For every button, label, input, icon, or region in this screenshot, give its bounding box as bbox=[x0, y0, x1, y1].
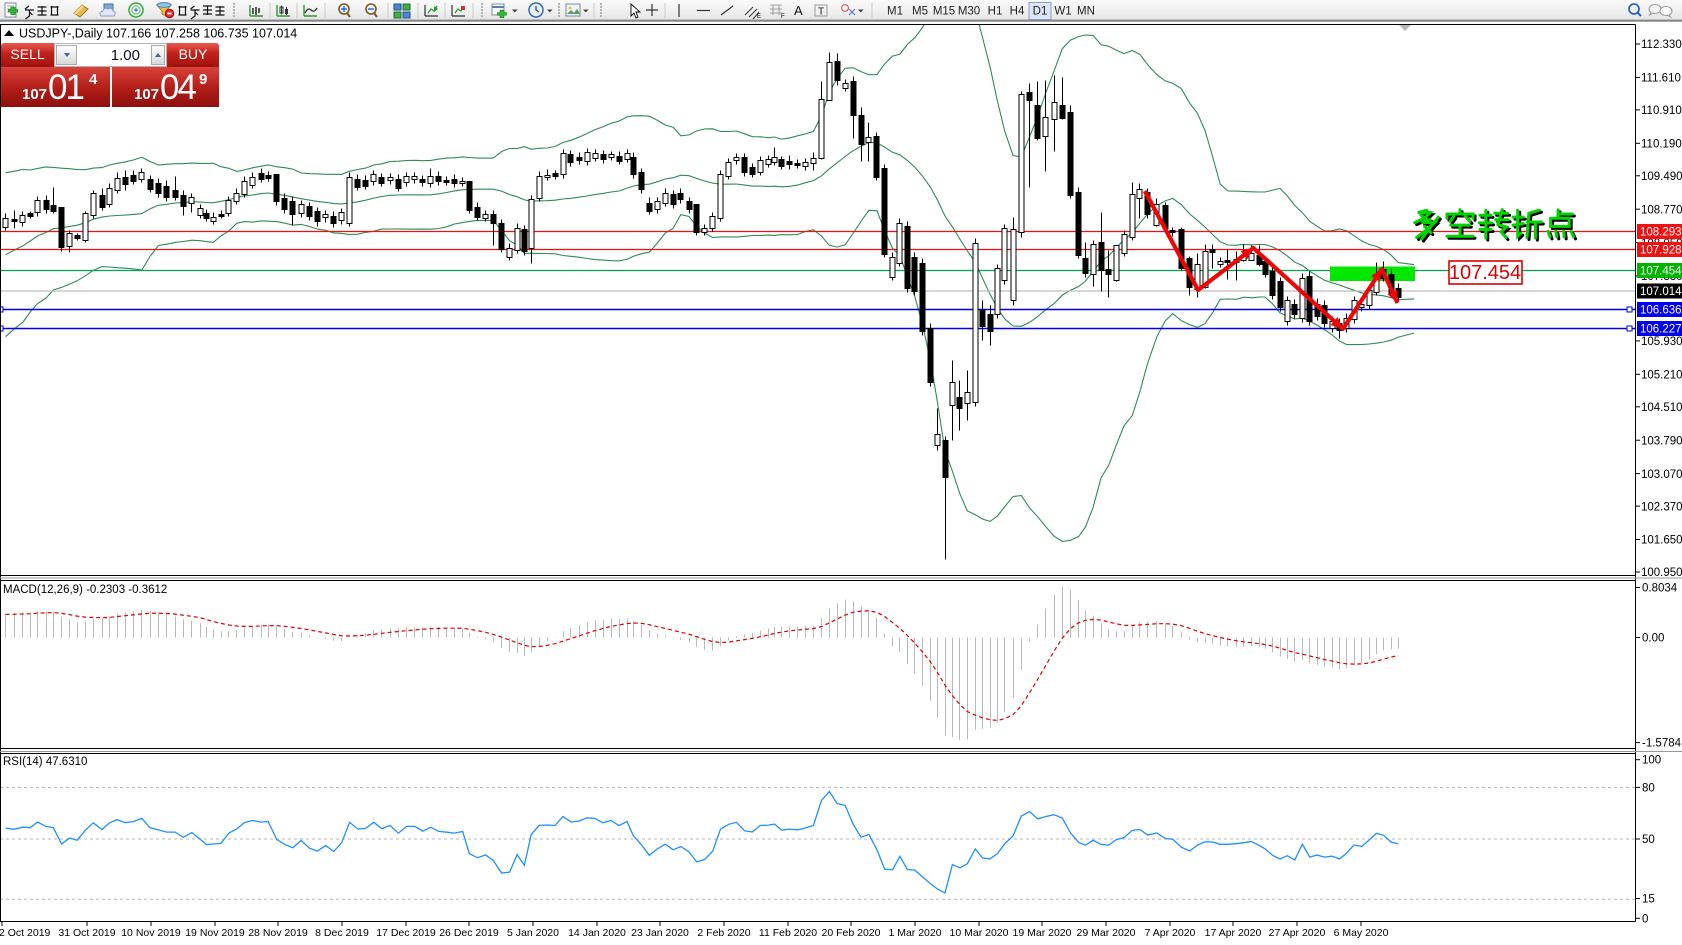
svg-text:6 May 2020: 6 May 2020 bbox=[1334, 927, 1389, 939]
svg-text:80: 80 bbox=[1642, 782, 1655, 794]
svg-text:27 Apr 2020: 27 Apr 2020 bbox=[1269, 927, 1326, 939]
svg-text:107.454: 107.454 bbox=[1640, 266, 1682, 278]
svg-text:A: A bbox=[794, 3, 803, 18]
svg-text:2 Oct 2019: 2 Oct 2019 bbox=[0, 927, 51, 939]
svg-text:103.790: 103.790 bbox=[1641, 435, 1682, 447]
svg-text:109.490: 109.490 bbox=[1641, 171, 1682, 183]
svg-text:RSI(14) 47.6310: RSI(14) 47.6310 bbox=[3, 756, 87, 768]
svg-text:0.8034: 0.8034 bbox=[1642, 583, 1678, 595]
svg-text:0: 0 bbox=[1642, 913, 1648, 925]
svg-text:7 Apr 2020: 7 Apr 2020 bbox=[1145, 927, 1196, 939]
svg-text:108.770: 108.770 bbox=[1641, 204, 1682, 216]
svg-text:USDJPY-,Daily 107.166 107.258: USDJPY-,Daily 107.166 107.258 106.735 10… bbox=[19, 27, 297, 41]
svg-text:23 Jan 2020: 23 Jan 2020 bbox=[631, 927, 689, 939]
svg-text:106.227: 106.227 bbox=[1640, 324, 1682, 336]
svg-text:H4: H4 bbox=[1010, 6, 1025, 18]
svg-text:111.610: 111.610 bbox=[1641, 73, 1681, 85]
svg-text:107.928: 107.928 bbox=[1640, 245, 1682, 257]
svg-text:T: T bbox=[818, 7, 824, 18]
svg-text:MN: MN bbox=[1077, 6, 1095, 18]
svg-text:14 Jan 2020: 14 Jan 2020 bbox=[568, 927, 626, 939]
svg-text:0.00: 0.00 bbox=[1642, 633, 1664, 645]
svg-text:106.636: 106.636 bbox=[1640, 305, 1682, 317]
svg-text:102.370: 102.370 bbox=[1641, 501, 1682, 513]
svg-text:31 Oct 2019: 31 Oct 2019 bbox=[58, 927, 115, 939]
svg-text:5 Jan 2020: 5 Jan 2020 bbox=[507, 927, 559, 939]
svg-text:8 Dec 2019: 8 Dec 2019 bbox=[315, 927, 369, 939]
svg-text:M1: M1 bbox=[887, 6, 903, 18]
svg-text:M5: M5 bbox=[912, 6, 928, 18]
svg-text:10 Nov 2019: 10 Nov 2019 bbox=[121, 927, 181, 939]
svg-text:105.930: 105.930 bbox=[1641, 336, 1682, 348]
svg-text:17 Dec 2019: 17 Dec 2019 bbox=[376, 927, 436, 939]
svg-text:105.210: 105.210 bbox=[1641, 370, 1682, 382]
svg-text:50: 50 bbox=[1642, 834, 1655, 846]
svg-text:2 Feb 2020: 2 Feb 2020 bbox=[697, 927, 750, 939]
svg-text:1 Mar 2020: 1 Mar 2020 bbox=[888, 927, 941, 939]
svg-text:10 Mar 2020: 10 Mar 2020 bbox=[950, 927, 1009, 939]
svg-text:MACD(12,26,9) -0.2303 -0.3612: MACD(12,26,9) -0.2303 -0.3612 bbox=[3, 584, 167, 596]
svg-text:E: E bbox=[757, 14, 761, 20]
svg-text:11 Feb 2020: 11 Feb 2020 bbox=[759, 927, 817, 939]
svg-text:19 Mar 2020: 19 Mar 2020 bbox=[1013, 927, 1072, 939]
svg-text:103.070: 103.070 bbox=[1641, 469, 1682, 481]
svg-text:H1: H1 bbox=[988, 6, 1003, 18]
svg-text:100.950: 100.950 bbox=[1641, 567, 1682, 579]
svg-text:M30: M30 bbox=[958, 6, 980, 18]
svg-text:107.014: 107.014 bbox=[1640, 286, 1682, 298]
svg-text:-1.5784: -1.5784 bbox=[1642, 738, 1682, 750]
svg-text:108.293: 108.293 bbox=[1640, 227, 1682, 239]
svg-text:107.454: 107.454 bbox=[1449, 262, 1521, 284]
svg-text:17 Apr 2020: 17 Apr 2020 bbox=[1205, 927, 1262, 939]
svg-text:112.330: 112.330 bbox=[1641, 39, 1682, 51]
svg-text:104.510: 104.510 bbox=[1641, 402, 1682, 414]
svg-text:19 Nov 2019: 19 Nov 2019 bbox=[185, 927, 245, 939]
svg-text:110.190: 110.190 bbox=[1641, 139, 1682, 151]
svg-text:26 Dec 2019: 26 Dec 2019 bbox=[439, 927, 499, 939]
svg-text:D1: D1 bbox=[1033, 6, 1048, 18]
svg-text:110.910: 110.910 bbox=[1641, 105, 1682, 117]
svg-text:W1: W1 bbox=[1054, 6, 1071, 18]
svg-text:101.650: 101.650 bbox=[1641, 535, 1682, 547]
svg-text:M15: M15 bbox=[933, 6, 955, 18]
svg-text:F: F bbox=[781, 14, 785, 20]
svg-text:28 Nov 2019: 28 Nov 2019 bbox=[248, 927, 308, 939]
svg-text:20 Feb 2020: 20 Feb 2020 bbox=[822, 927, 881, 939]
svg-text:29 Mar 2020: 29 Mar 2020 bbox=[1077, 927, 1136, 939]
svg-text:15: 15 bbox=[1642, 894, 1655, 906]
svg-text:100: 100 bbox=[1642, 755, 1661, 767]
